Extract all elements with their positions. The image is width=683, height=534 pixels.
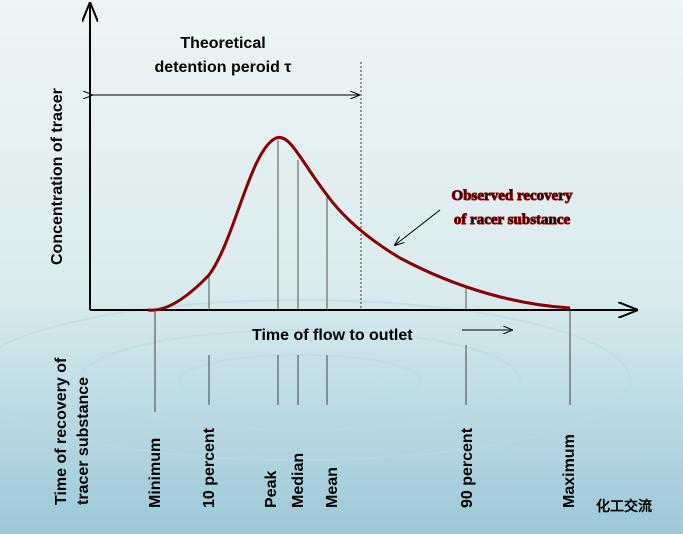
ripples (0, 299, 631, 461)
marker-lines (154, 310, 571, 412)
marker-labels: Minimum 10 percent Peak Median Mean 90 percen… (147, 427, 578, 508)
curve-guides (208, 140, 467, 310)
marker-label: Maximum (561, 434, 578, 508)
marker-label: Peak (263, 471, 280, 508)
title: detention peroid τ (155, 59, 292, 76)
x-axis-label: Time of flow to outlet (252, 327, 413, 344)
marker-label: 10 percent (201, 427, 218, 508)
recovery-curve (147, 135, 571, 312)
curve-label: of racer substance (454, 212, 571, 228)
curve-label: Observed recovery (452, 188, 573, 204)
recovery-label: Time of recovery of (53, 357, 70, 505)
title: Theoretical (180, 35, 265, 52)
marker-label: Mean (324, 467, 341, 508)
y-axis-label: Concentration of tracer (49, 88, 66, 265)
marker-label: Median (290, 453, 307, 508)
curve-label-arrow (395, 209, 441, 245)
marker-label: Minimum (147, 438, 164, 508)
recovery-label: tracer substance (75, 377, 92, 505)
watermark: 化工交流 (596, 498, 652, 515)
marker-label: 90 percent (459, 427, 476, 508)
